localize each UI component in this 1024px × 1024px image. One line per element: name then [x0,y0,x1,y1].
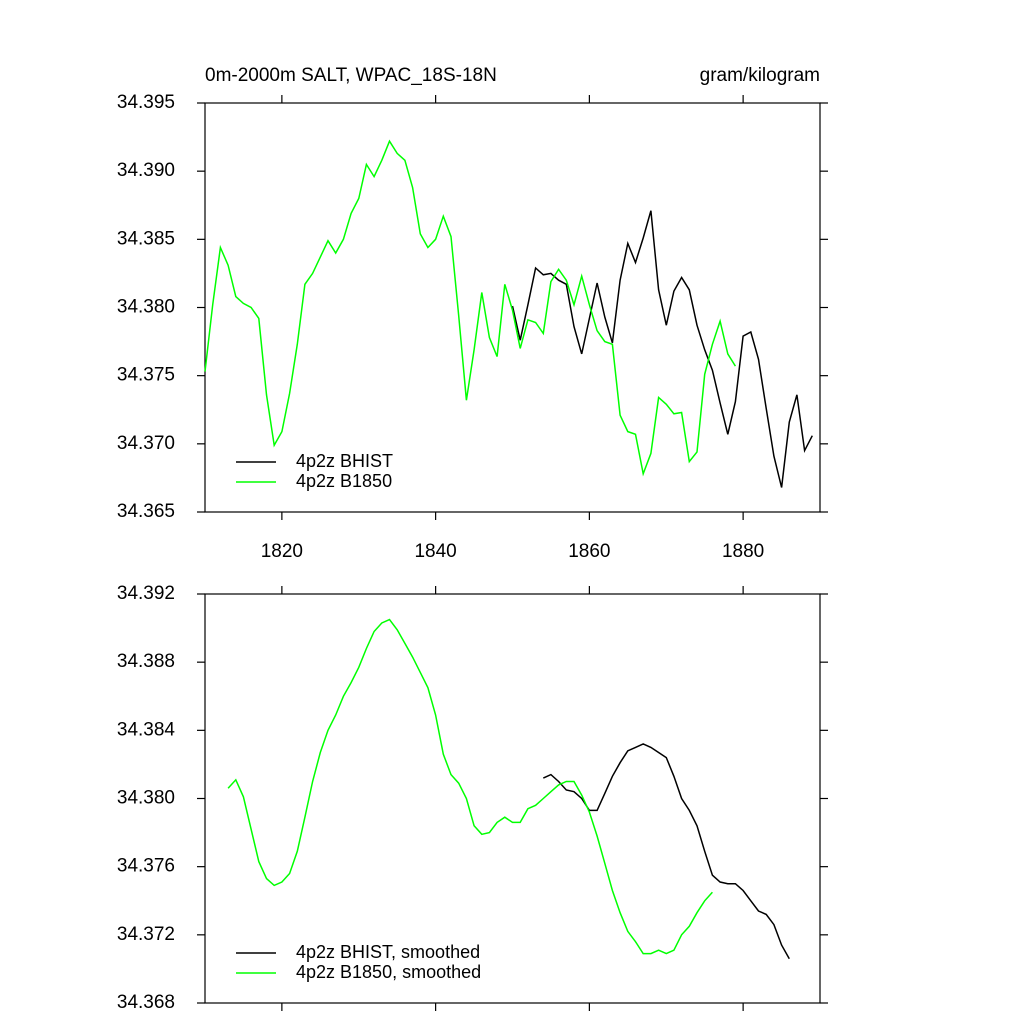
y-tick-label: 34.368 [117,992,175,1013]
y-tick-label: 34.375 [117,365,175,386]
x-tick-label: 1840 [414,541,456,562]
data-line [511,210,813,488]
legend-label: 4p2z B1850, smoothed [296,962,481,982]
data-line [227,618,713,955]
y-tick-label: 34.365 [117,501,175,522]
y-tick-label: 34.370 [117,433,175,454]
x-tick-label: 1860 [568,541,610,562]
y-tick-label: 34.380 [117,788,175,809]
y-tick-label: 34.385 [117,228,175,249]
legend-label: 4p2z BHIST, smoothed [296,942,480,962]
data-line [204,139,737,477]
y-tick-label: 34.392 [117,583,175,604]
chart-title: 0m-2000m SALT, WPAC_18S-18N [205,65,497,86]
legend-label: 4p2z B1850 [296,471,392,491]
legend-label: 4p2z BHIST [296,451,393,471]
x-tick-label: 1820 [261,541,303,562]
y-tick-label: 34.390 [117,160,175,181]
units-label: gram/kilogram [700,65,820,86]
y-tick-label: 34.376 [117,856,175,877]
y-tick-label: 34.388 [117,651,175,672]
y-tick-label: 34.380 [117,297,175,318]
y-tick-label: 34.395 [117,92,175,113]
data-line [542,743,790,960]
x-tick-label: 1880 [722,541,764,562]
y-tick-label: 34.384 [117,719,176,740]
y-tick-label: 34.372 [117,924,175,945]
